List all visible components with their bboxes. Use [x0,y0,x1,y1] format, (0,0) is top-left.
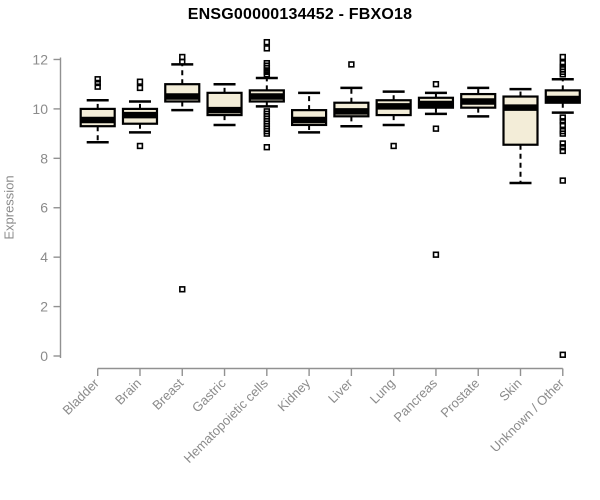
outlier-point [559,147,566,155]
box-lung [375,90,412,150]
box-liver [333,61,370,128]
x-tick-label: Bladder [60,375,103,418]
outlier-point [559,140,566,147]
outlier-point [348,61,355,68]
box-breast [164,53,201,293]
box-pancreas [417,80,455,258]
y-tick-label: 12 [32,51,48,67]
outlier-point [559,144,566,151]
outlier-point [432,251,440,258]
outlier-point [136,84,144,92]
chart-title: ENSG00000134452 - FBXO18 [187,6,413,23]
outlier-point [390,142,397,150]
x-tick-label: Gastric [189,375,229,415]
outlier-point [559,59,566,67]
outlier-point [432,80,440,88]
box-gastric [206,82,243,127]
y-tick-label: 6 [40,200,48,216]
outlier-point [559,114,566,121]
x-tick-label: Pancreas [391,375,441,425]
box-hematopoietic-cells [248,38,285,151]
y-tick-label: 4 [40,249,48,265]
outlier-point [559,351,566,358]
x-tick-label: Breast [149,375,186,412]
outlier-point [559,53,566,61]
box-kidney [291,91,328,134]
outlier-point [179,286,186,293]
x-tick-label: Brain [112,376,144,408]
outlier-point [559,63,566,71]
outlier-point [559,121,566,129]
outlier-point [179,53,186,61]
y-tick-label: 2 [40,299,48,315]
box-bladder [79,76,116,144]
y-tick-label: 10 [32,101,48,117]
box-prostate [460,86,497,118]
outlier-point [432,125,440,132]
outlier-point [559,127,566,135]
outlier-point [263,144,271,151]
x-tick-label: Prostate [437,376,482,421]
y-tick-label: 8 [40,150,48,166]
x-tick-label: Unknown / Other [487,375,567,455]
y-axis: 0 2 4 6 8 10 12 [32,51,62,364]
outlier-point [94,76,101,83]
outlier-point [559,177,566,184]
box-unknown-other [544,53,581,358]
outlier-point [136,142,144,150]
outlier-point [94,83,101,90]
outlier-point [263,45,271,52]
outlier-point [94,79,101,87]
outlier-point [136,78,144,85]
outlier-point [263,108,271,115]
iqr-box [502,95,539,146]
outlier-point [559,118,566,125]
outlier-point [263,59,271,67]
outlier-point [263,38,271,46]
x-tick-label: Lung [367,376,398,407]
x-tick-label: Liver [325,375,356,406]
x-tick-label: Kidney [275,375,314,414]
box-skin [502,87,539,185]
box-brain [121,78,159,150]
outlier-point [179,58,186,66]
x-tick-label: Skin [496,376,524,404]
y-tick-label: 0 [40,348,48,364]
